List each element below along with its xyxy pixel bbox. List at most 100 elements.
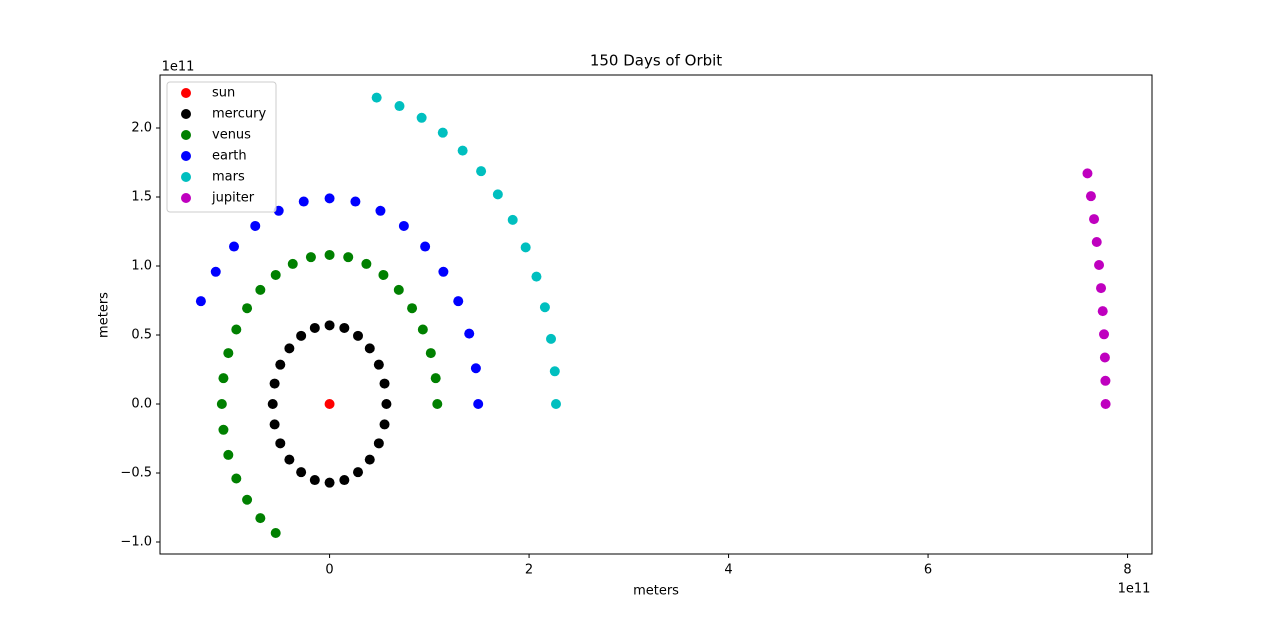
x-axis-label: meters xyxy=(633,584,679,599)
point xyxy=(324,477,335,488)
point xyxy=(275,438,286,449)
point xyxy=(231,473,242,484)
point xyxy=(425,348,436,359)
legend-marker xyxy=(181,88,191,98)
point xyxy=(353,330,364,341)
point xyxy=(407,303,418,314)
point xyxy=(417,324,428,335)
point xyxy=(309,322,320,333)
point xyxy=(375,205,386,216)
point xyxy=(381,398,392,409)
point xyxy=(1085,191,1096,202)
point xyxy=(218,373,229,384)
point xyxy=(339,475,350,486)
point xyxy=(218,424,229,435)
point xyxy=(394,101,405,112)
point xyxy=(195,296,206,307)
chart-title: 150 Days of Orbit xyxy=(590,52,722,70)
point xyxy=(473,398,484,409)
y-tick-label: −0.5 xyxy=(120,465,152,480)
point xyxy=(438,266,449,277)
legend-marker xyxy=(181,172,191,182)
point xyxy=(539,302,550,313)
point xyxy=(242,303,253,314)
point xyxy=(216,398,227,409)
y-tick-label: 1.5 xyxy=(131,189,152,204)
point xyxy=(339,322,350,333)
point xyxy=(373,438,384,449)
point xyxy=(223,449,234,460)
legend-label: sun xyxy=(212,86,235,101)
point xyxy=(1096,283,1107,294)
x-tick-label: 4 xyxy=(724,563,732,578)
legend-marker xyxy=(181,151,191,161)
y-tick-label: 1.0 xyxy=(131,258,152,273)
y-tick-label: 0.0 xyxy=(131,396,152,411)
point xyxy=(416,112,427,123)
point xyxy=(546,333,557,344)
y-tick-label: 2.0 xyxy=(131,120,152,135)
point xyxy=(371,92,382,103)
point xyxy=(284,454,295,465)
point xyxy=(298,196,309,207)
plot-area xyxy=(195,92,1111,539)
point xyxy=(549,366,560,377)
y-tick-label: 0.5 xyxy=(131,327,152,342)
point xyxy=(1099,352,1110,363)
point xyxy=(531,271,542,282)
point xyxy=(255,513,266,524)
point xyxy=(507,214,518,225)
x-tick-label: 8 xyxy=(1123,563,1131,578)
point xyxy=(1091,236,1102,247)
point xyxy=(1094,260,1105,271)
point xyxy=(284,343,295,354)
legend-label: mercury xyxy=(212,107,266,122)
legend-marker xyxy=(181,109,191,119)
point xyxy=(361,258,372,269)
point xyxy=(250,220,261,231)
point xyxy=(296,467,307,478)
legend-label: mars xyxy=(212,170,245,185)
x-tick-label: 2 xyxy=(525,563,533,578)
point xyxy=(223,348,234,359)
x-tick-label: 6 xyxy=(924,563,932,578)
point xyxy=(1099,329,1110,340)
point xyxy=(1100,398,1111,409)
point xyxy=(379,419,390,430)
point xyxy=(373,359,384,370)
point xyxy=(364,343,375,354)
legend-marker xyxy=(181,193,191,203)
point xyxy=(269,378,280,389)
point xyxy=(210,266,221,277)
axes-frame xyxy=(159,74,1153,555)
point xyxy=(305,252,316,263)
y-axis-label: meters xyxy=(97,292,112,338)
point xyxy=(255,284,266,295)
point xyxy=(551,398,562,409)
point xyxy=(1089,214,1100,225)
y-tick-label: −1.0 xyxy=(120,534,152,549)
point xyxy=(1082,168,1093,179)
x-offset-label: 1e11 xyxy=(1118,582,1151,597)
point xyxy=(492,189,503,200)
point xyxy=(242,494,253,505)
point xyxy=(296,330,307,341)
legend-marker xyxy=(181,130,191,140)
point xyxy=(420,241,431,252)
x-tick-label: 0 xyxy=(325,563,333,578)
point xyxy=(324,398,335,409)
point xyxy=(1100,375,1111,386)
legend-box xyxy=(166,81,277,213)
point xyxy=(476,166,487,177)
point xyxy=(324,193,335,204)
point xyxy=(393,284,404,295)
point xyxy=(353,467,364,478)
point xyxy=(378,269,389,280)
point xyxy=(520,242,531,253)
point xyxy=(364,454,375,465)
point xyxy=(270,528,281,539)
point xyxy=(457,145,468,156)
point xyxy=(398,220,409,231)
point xyxy=(267,398,278,409)
point xyxy=(464,328,475,339)
